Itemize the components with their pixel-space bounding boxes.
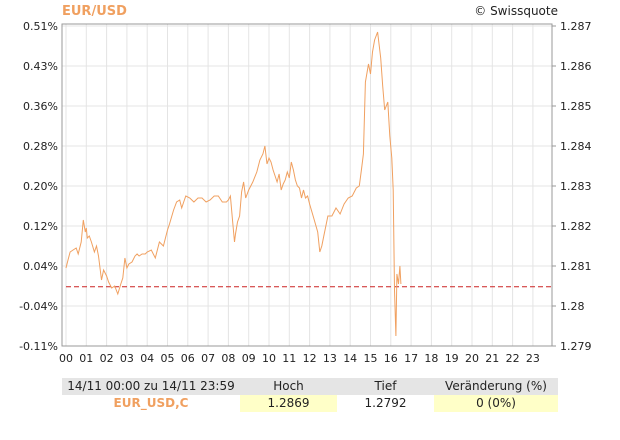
x-tick-label: 12 bbox=[303, 352, 317, 365]
x-tick-label: 15 bbox=[364, 352, 378, 365]
x-tick-label: 22 bbox=[506, 352, 520, 365]
chart: EUR/USD © Swissquote -0.11% -0.04% 0.04% 0.… bbox=[19, 4, 592, 365]
x-axis: 00 01 02 03 04 05 06 07 08 09 10 11 12 13 14 15 16 17 18 19… bbox=[59, 352, 540, 365]
low-value: 1.2792 bbox=[364, 396, 407, 410]
copyright-credit: © Swissquote bbox=[474, 4, 558, 18]
x-tick-label: 18 bbox=[424, 352, 438, 365]
plot-area bbox=[61, 23, 553, 347]
high-header: Hoch bbox=[273, 379, 304, 393]
x-tick-label: 17 bbox=[404, 352, 418, 365]
left-tick-label: 0.28% bbox=[23, 140, 58, 153]
left-tick-label: -0.11% bbox=[19, 340, 58, 353]
x-tick-label: 10 bbox=[262, 352, 276, 365]
high-value: 1.2869 bbox=[240, 395, 337, 412]
x-tick-label: 09 bbox=[242, 352, 256, 365]
change-value: 0 (0%) bbox=[434, 395, 558, 412]
x-tick-label: 19 bbox=[445, 352, 459, 365]
right-tick-label: 1.28 bbox=[560, 300, 585, 313]
change-header: Veränderung (%) bbox=[445, 379, 547, 393]
symbol-link[interactable]: EUR_USD,C bbox=[113, 396, 189, 410]
period-header: 14/11 00:00 zu 14/11 23:59 bbox=[67, 379, 235, 393]
right-tick-label: 1.286 bbox=[560, 60, 592, 73]
right-tick-label: 1.281 bbox=[560, 260, 592, 273]
grid bbox=[62, 24, 552, 347]
summary-table: 14/11 00:00 zu 14/11 23:59 Hoch Tief Ver… bbox=[62, 378, 558, 412]
summary-data-row: EUR_USD,C 1.2869 1.2792 0 (0%) bbox=[62, 395, 558, 412]
x-tick-label: 00 bbox=[59, 352, 73, 365]
left-tick-label: 0.20% bbox=[23, 180, 58, 193]
left-tick-label: -0.04% bbox=[19, 300, 58, 313]
right-axis: 1.279 1.28 1.281 1.282 1.283 1.284 1.285 1.286 1… bbox=[552, 20, 592, 353]
x-tick-label: 06 bbox=[181, 352, 195, 365]
right-tick-label: 1.285 bbox=[560, 100, 592, 113]
price-line bbox=[65, 31, 402, 337]
x-tick-label: 01 bbox=[79, 352, 93, 365]
x-tick-label: 14 bbox=[343, 352, 357, 365]
left-tick-label: 0.04% bbox=[23, 260, 58, 273]
left-tick-label: 0.12% bbox=[23, 220, 58, 233]
right-tick-label: 1.287 bbox=[560, 20, 592, 33]
x-tick-label: 20 bbox=[465, 352, 479, 365]
left-tick-label: 0.51% bbox=[23, 20, 58, 33]
right-tick-label: 1.284 bbox=[560, 140, 592, 153]
x-tick-label: 23 bbox=[526, 352, 540, 365]
x-tick-label: 04 bbox=[140, 352, 154, 365]
x-tick-label: 08 bbox=[221, 352, 235, 365]
summary-header-row: 14/11 00:00 zu 14/11 23:59 Hoch Tief Ver… bbox=[62, 378, 558, 395]
left-axis: -0.11% -0.04% 0.04% 0.12% 0.20% 0.28% 0.36% 0.4… bbox=[19, 20, 58, 353]
left-tick-label: 0.43% bbox=[23, 60, 58, 73]
chart-title: EUR/USD bbox=[62, 4, 127, 19]
x-tick-label: 02 bbox=[100, 352, 114, 365]
right-tick-label: 1.282 bbox=[560, 220, 592, 233]
x-tick-label: 16 bbox=[384, 352, 398, 365]
x-tick-label: 07 bbox=[201, 352, 215, 365]
x-tick-label: 21 bbox=[485, 352, 499, 365]
right-tick-label: 1.283 bbox=[560, 180, 592, 193]
low-header: Tief bbox=[374, 379, 397, 393]
x-tick-label: 05 bbox=[161, 352, 175, 365]
x-tick-label: 11 bbox=[282, 352, 296, 365]
x-tick-label: 13 bbox=[323, 352, 337, 365]
x-tick-label: 03 bbox=[120, 352, 134, 365]
left-tick-label: 0.36% bbox=[23, 100, 58, 113]
right-tick-label: 1.279 bbox=[560, 340, 592, 353]
